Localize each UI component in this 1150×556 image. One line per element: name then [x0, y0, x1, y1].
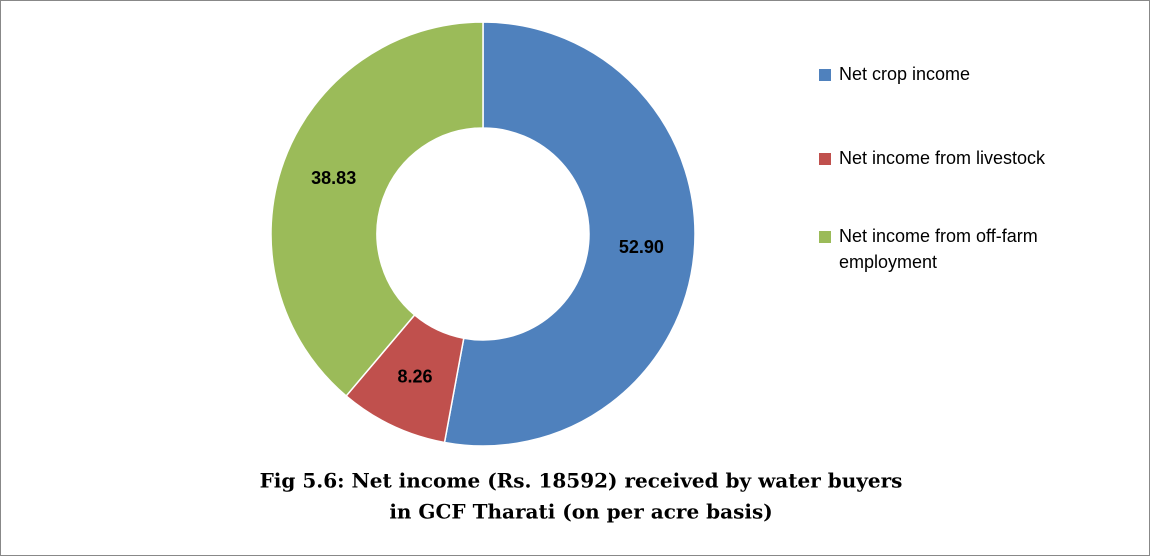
- legend-item: Net crop income: [819, 61, 1139, 87]
- data-label: 8.26: [397, 366, 432, 386]
- chart-title: in GCF Tharati (on per acre basis): [389, 500, 772, 524]
- chart-title: Fig 5.6: Net income (Rs. 18592) received…: [260, 469, 903, 493]
- data-label: 52.90: [619, 237, 664, 257]
- legend-item: Net income from livestock: [819, 145, 1139, 171]
- legend-item: Net income from off-farm employment: [819, 223, 1139, 275]
- data-label: 38.83: [311, 168, 356, 188]
- legend-swatch: [819, 231, 831, 243]
- legend-swatch: [819, 153, 831, 165]
- donut-segment: [443, 21, 696, 447]
- donut-segment: [270, 21, 484, 397]
- legend-label: Net income from off-farm employment: [839, 226, 1038, 272]
- legend-label: Net income from livestock: [839, 148, 1046, 168]
- legend-swatch: [819, 69, 831, 81]
- legend-label: Net crop income: [839, 64, 971, 84]
